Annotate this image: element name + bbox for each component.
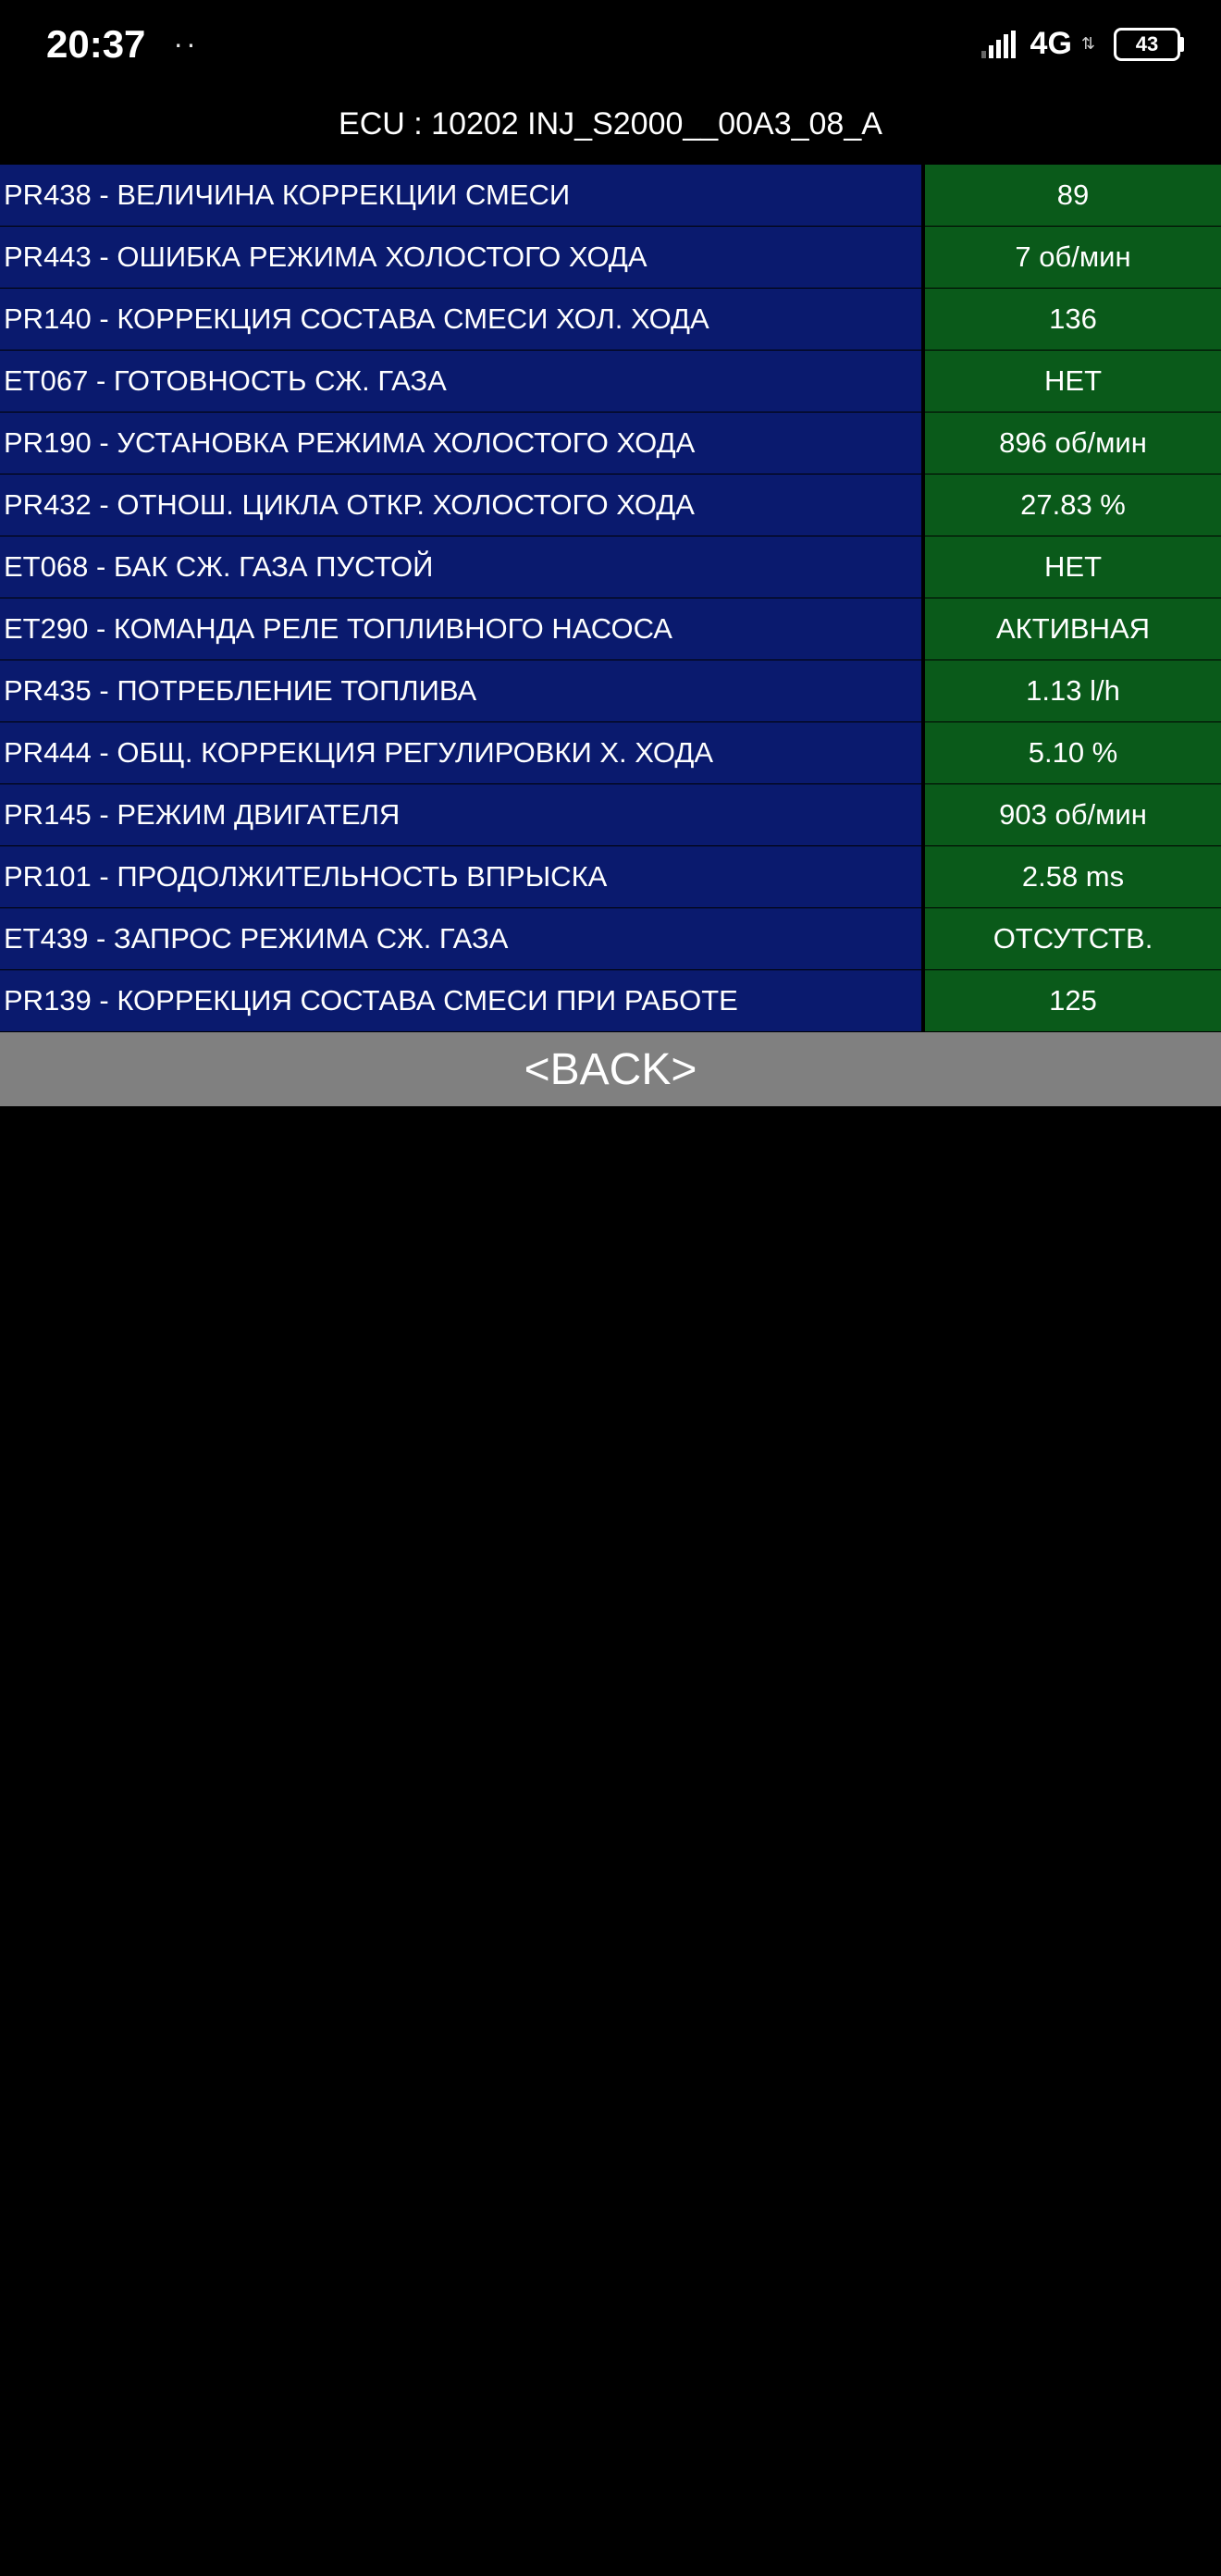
param-label: ET068 - БАК СЖ. ГАЗА ПУСТОЙ: [0, 536, 921, 598]
back-button[interactable]: <BACK>: [0, 1032, 1221, 1106]
status-dots-icon: ··: [173, 27, 198, 61]
param-label: PR435 - ПОТРЕБЛЕНИЕ ТОПЛИВА: [0, 660, 921, 721]
param-value: 89: [925, 165, 1221, 226]
battery-icon: 43: [1114, 28, 1184, 61]
param-value: 125: [925, 970, 1221, 1031]
status-right: 4G ⇅ 43: [981, 26, 1184, 62]
param-value: 7 об/мин: [925, 227, 1221, 288]
param-label: ET067 - ГОТОВНОСТЬ СЖ. ГАЗА: [0, 351, 921, 412]
battery-level: 43: [1136, 32, 1158, 56]
param-value: 27.83 %: [925, 475, 1221, 536]
status-left: 20:37 ··: [46, 22, 199, 67]
param-label: PR432 - ОТНОШ. ЦИКЛА ОТКР. ХОЛОСТОГО ХОД…: [0, 475, 921, 536]
param-value: 903 об/мин: [925, 784, 1221, 845]
params-container: PR438 - ВЕЛИЧИНА КОРРЕКЦИИ СМЕСИ89PR443 …: [0, 165, 1221, 1031]
param-row[interactable]: PR190 - УСТАНОВКА РЕЖИМА ХОЛОСТОГО ХОДА8…: [0, 413, 1221, 474]
param-value: 5.10 %: [925, 722, 1221, 783]
param-label: ET290 - КОМАНДА РЕЛЕ ТОПЛИВНОГО НАСОСА: [0, 598, 921, 659]
network-arrows-icon: ⇅: [1081, 34, 1095, 54]
param-label: ET439 - ЗАПРОС РЕЖИМА СЖ. ГАЗА: [0, 908, 921, 969]
ecu-header: ECU : 10202 INJ_S2000__00A3_08_A: [0, 88, 1221, 165]
param-label: PR443 - ОШИБКА РЕЖИМА ХОЛОСТОГО ХОДА: [0, 227, 921, 288]
param-value: АКТИВНАЯ: [925, 598, 1221, 659]
param-label: PR139 - КОРРЕКЦИЯ СОСТАВА СМЕСИ ПРИ РАБО…: [0, 970, 921, 1031]
param-row[interactable]: PR435 - ПОТРЕБЛЕНИЕ ТОПЛИВА1.13 l/h: [0, 660, 1221, 721]
param-row[interactable]: PR101 - ПРОДОЛЖИТЕЛЬНОСТЬ ВПРЫСКА2.58 ms: [0, 846, 1221, 907]
status-time: 20:37: [46, 22, 145, 67]
signal-icon: [981, 31, 1016, 58]
param-row[interactable]: ET068 - БАК СЖ. ГАЗА ПУСТОЙНЕТ: [0, 536, 1221, 598]
param-row[interactable]: PR438 - ВЕЛИЧИНА КОРРЕКЦИИ СМЕСИ89: [0, 165, 1221, 226]
param-row[interactable]: PR443 - ОШИБКА РЕЖИМА ХОЛОСТОГО ХОДА7 об…: [0, 227, 1221, 288]
param-row[interactable]: PR145 - РЕЖИМ ДВИГАТЕЛЯ903 об/мин: [0, 784, 1221, 845]
param-value: 2.58 ms: [925, 846, 1221, 907]
param-row[interactable]: ET439 - ЗАПРОС РЕЖИМА СЖ. ГАЗАОТСУТСТВ.: [0, 908, 1221, 969]
param-value: НЕТ: [925, 351, 1221, 412]
param-label: PR444 - ОБЩ. КОРРЕКЦИЯ РЕГУЛИРОВКИ Х. ХО…: [0, 722, 921, 783]
param-value: 896 об/мин: [925, 413, 1221, 474]
param-value: 1.13 l/h: [925, 660, 1221, 721]
param-label: PR190 - УСТАНОВКА РЕЖИМА ХОЛОСТОГО ХОДА: [0, 413, 921, 474]
param-label: PR101 - ПРОДОЛЖИТЕЛЬНОСТЬ ВПРЫСКА: [0, 846, 921, 907]
param-label: PR438 - ВЕЛИЧИНА КОРРЕКЦИИ СМЕСИ: [0, 165, 921, 226]
param-value: 136: [925, 289, 1221, 350]
param-value: НЕТ: [925, 536, 1221, 598]
param-row[interactable]: PR139 - КОРРЕКЦИЯ СОСТАВА СМЕСИ ПРИ РАБО…: [0, 970, 1221, 1031]
param-row[interactable]: PR140 - КОРРЕКЦИЯ СОСТАВА СМЕСИ ХОЛ. ХОД…: [0, 289, 1221, 350]
param-row[interactable]: ET290 - КОМАНДА РЕЛЕ ТОПЛИВНОГО НАСОСААК…: [0, 598, 1221, 659]
param-row[interactable]: PR432 - ОТНОШ. ЦИКЛА ОТКР. ХОЛОСТОГО ХОД…: [0, 475, 1221, 536]
param-row[interactable]: PR444 - ОБЩ. КОРРЕКЦИЯ РЕГУЛИРОВКИ Х. ХО…: [0, 722, 1221, 783]
param-label: PR145 - РЕЖИМ ДВИГАТЕЛЯ: [0, 784, 921, 845]
param-value: ОТСУТСТВ.: [925, 908, 1221, 969]
network-label: 4G: [1030, 26, 1072, 62]
param-row[interactable]: ET067 - ГОТОВНОСТЬ СЖ. ГАЗАНЕТ: [0, 351, 1221, 412]
param-label: PR140 - КОРРЕКЦИЯ СОСТАВА СМЕСИ ХОЛ. ХОД…: [0, 289, 921, 350]
status-bar: 20:37 ·· 4G ⇅ 43: [0, 0, 1221, 88]
